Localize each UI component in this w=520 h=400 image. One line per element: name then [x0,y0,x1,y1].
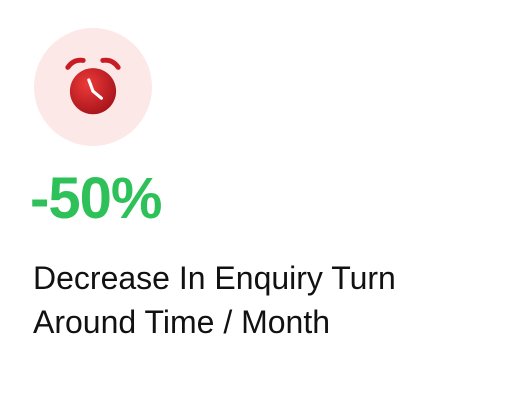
stat-caption: Decrease In Enquiry Turn Around Time / M… [33,256,493,344]
clock-minute-hand [91,89,103,100]
alarm-clock-icon [65,57,121,115]
alarm-bell-right [100,57,121,70]
clock-hour-hand [87,78,95,93]
icon-badge [34,28,152,146]
stat-value: -50% [30,166,162,231]
stat-caption-line-1: Decrease In Enquiry Turn [33,260,396,296]
alarm-bell-left [65,57,86,70]
stat-caption-line-2: Around Time / Month [33,304,331,340]
